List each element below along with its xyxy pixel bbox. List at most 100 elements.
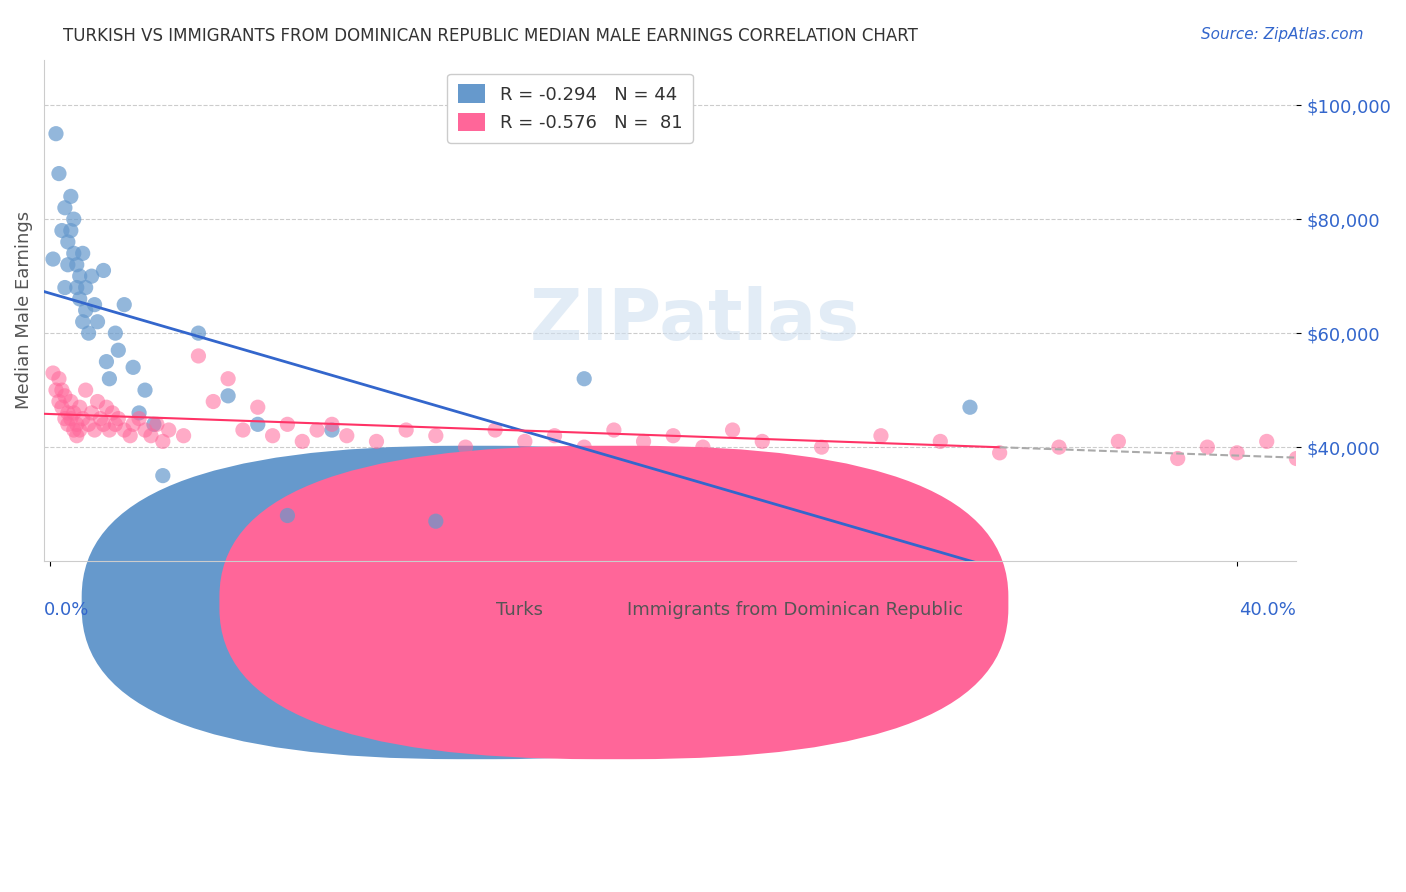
Point [101,406,124,420]
Point [1167,451,1189,466]
Point [157,491,180,506]
Point [62,423,84,437]
Text: TURKISH VS IMMIGRANTS FROM DOMINICAN REPUBLIC MEDIAN MALE EARNINGS CORRELATION C: TURKISH VS IMMIGRANTS FROM DOMINICAN REP… [63,27,918,45]
Point [112,423,135,437]
Point [69,401,91,415]
Point [53,280,76,294]
Point [77,417,100,432]
Point [75,383,97,397]
Point [104,417,127,432]
Point [104,326,127,340]
FancyBboxPatch shape [219,446,1008,759]
Point [152,434,174,449]
Point [75,303,97,318]
Point [69,269,91,284]
Point [307,423,329,437]
Point [86,394,108,409]
Text: Turks: Turks [496,601,544,619]
Point [134,423,156,437]
Point [53,201,76,215]
Point [48,372,70,386]
Point [603,423,626,437]
Point [86,315,108,329]
Point [59,411,82,425]
Point [988,446,1011,460]
Point [633,434,655,449]
Point [1344,446,1367,460]
Point [291,434,314,449]
Point [66,280,89,294]
Point [574,372,596,386]
Point [128,406,150,420]
Point [122,360,145,375]
Point [1197,440,1219,454]
Point [112,298,135,312]
Point [69,292,91,306]
Point [53,411,76,425]
Point [870,428,893,442]
Point [152,468,174,483]
Point [321,423,343,437]
Point [513,434,536,449]
Point [42,366,65,380]
Legend: R = -0.294   N = 44, R = -0.576   N =  81: R = -0.294 N = 44, R = -0.576 N = 81 [447,74,693,143]
Point [454,440,477,454]
Point [543,428,565,442]
Point [959,401,981,415]
Point [751,434,773,449]
Point [98,423,121,437]
Point [83,423,105,437]
Point [173,428,195,442]
Point [80,269,103,284]
Point [484,423,506,437]
Point [53,389,76,403]
Point [1403,463,1406,477]
Point [77,326,100,340]
Point [62,212,84,227]
Point [72,315,94,329]
Point [51,223,73,237]
Point [107,343,129,358]
Point [93,263,115,277]
Point [96,401,118,415]
Point [336,428,359,442]
Point [59,394,82,409]
Text: 40.0%: 40.0% [1240,601,1296,619]
Point [89,411,111,425]
Point [93,417,115,432]
Point [246,417,269,432]
Point [1107,434,1129,449]
Point [810,440,832,454]
Point [134,383,156,397]
Point [246,401,269,415]
Point [1226,446,1249,460]
Point [232,423,254,437]
Y-axis label: Median Male Earnings: Median Male Earnings [15,211,32,409]
Point [146,417,169,432]
Point [62,406,84,420]
Point [98,372,121,386]
Point [1315,440,1337,454]
Point [42,252,65,266]
Point [69,423,91,437]
Point [45,383,67,397]
Point [1285,451,1308,466]
Point [96,354,118,368]
Point [107,411,129,425]
Point [59,189,82,203]
Point [574,440,596,454]
Point [66,417,89,432]
Point [83,298,105,312]
Point [1256,434,1278,449]
Point [721,423,744,437]
Point [202,394,225,409]
Point [1374,457,1396,471]
Point [59,223,82,237]
Point [72,246,94,260]
Point [66,428,89,442]
Text: ZIPatlas: ZIPatlas [530,285,860,355]
Point [66,258,89,272]
Point [187,349,209,363]
Point [56,417,79,432]
Point [62,246,84,260]
